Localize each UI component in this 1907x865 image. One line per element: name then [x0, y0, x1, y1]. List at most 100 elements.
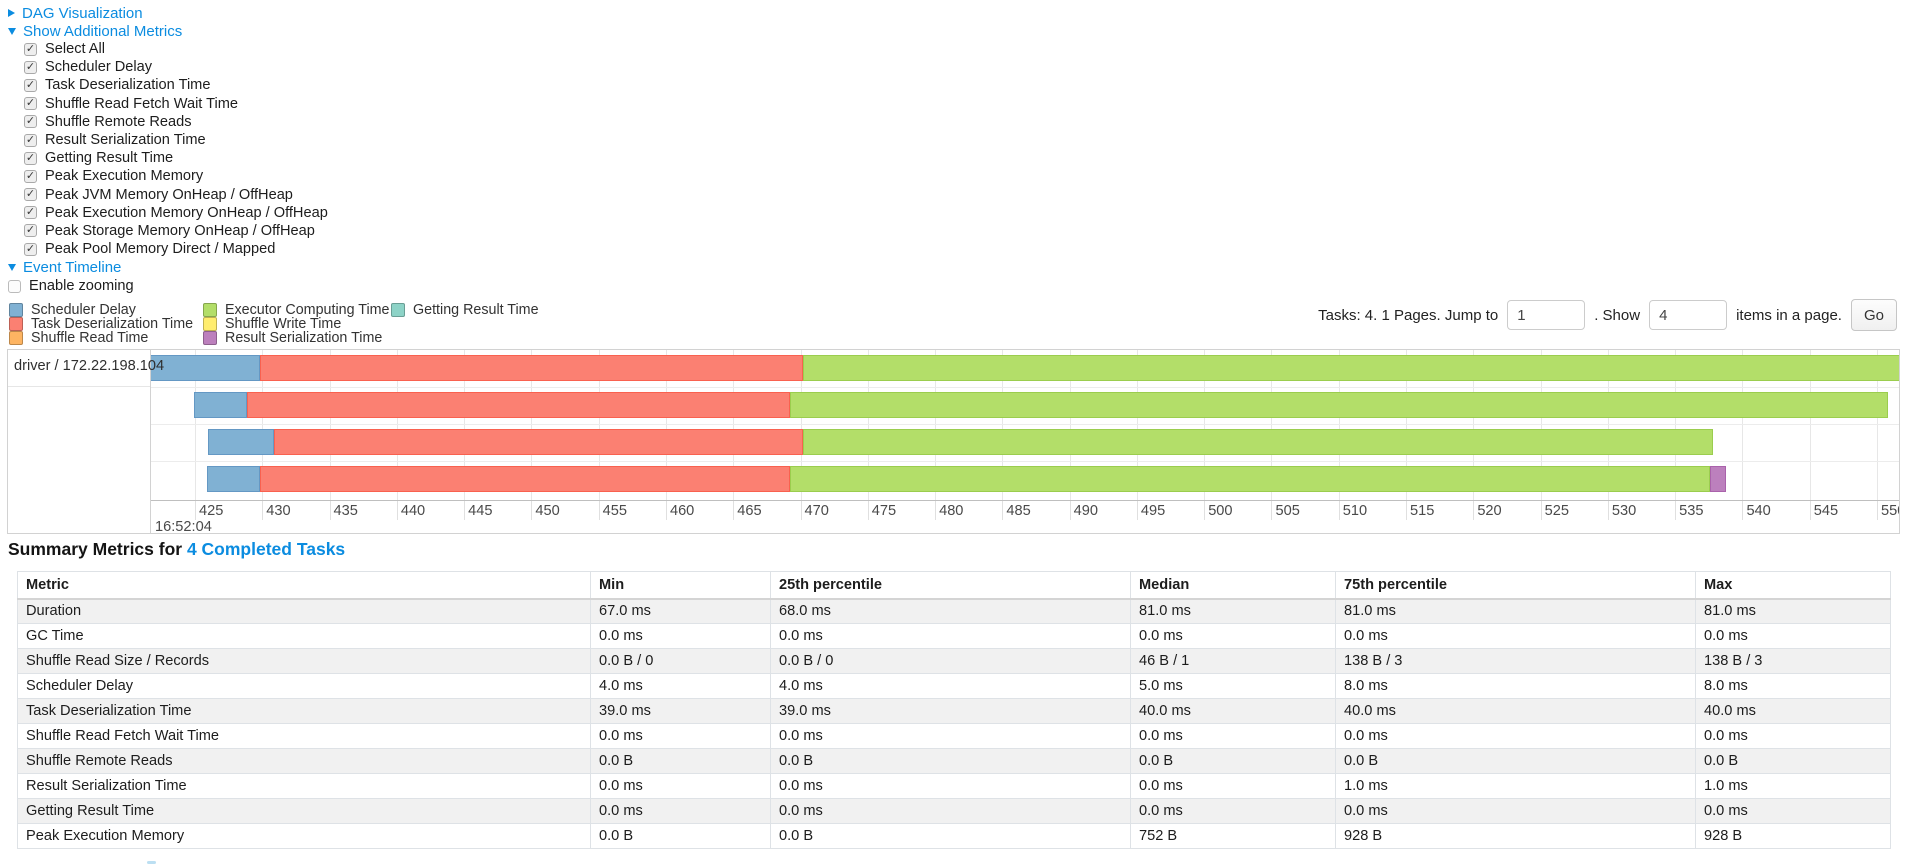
timeline-tick: [665, 500, 667, 520]
metric-checkbox-row: ✓ Task Deserialization Time: [24, 76, 328, 94]
metric-value-cell: 0.0 ms: [1130, 723, 1336, 749]
legend-label: Scheduler Delay: [31, 302, 136, 319]
timeline-tick: [733, 500, 735, 520]
metric-value-cell: 138 B / 3: [1335, 648, 1696, 674]
enable-zooming-checkbox[interactable]: [8, 279, 21, 293]
legend-label: Task Deserialization Time: [31, 316, 194, 333]
table-header-cell: Min: [590, 571, 771, 600]
metric-value-cell: 0.0 ms: [590, 773, 771, 799]
metric-checkbox[interactable]: ✓: [24, 60, 37, 74]
metric-value-cell: 1.0 ms: [1695, 773, 1891, 799]
event-timeline-chart: 425 430 435 440 445 450 455 460 465 470 475 480 485 4…: [7, 349, 1900, 534]
metric-value-cell: 40.0 ms: [1335, 698, 1696, 724]
metric-value-cell: 68.0 ms: [770, 598, 1131, 624]
table-header-cell: 25th percentile: [770, 571, 1131, 600]
metric-checkbox-label: Peak JVM Memory OnHeap / OffHeap: [45, 186, 293, 203]
legend-swatch-icon: [9, 331, 23, 346]
timeline-tick-label: 525: [1544, 503, 1569, 519]
table-row: Getting Result Time 0.0 ms 0.0 ms 0.0 ms 0.0…: [17, 798, 1891, 824]
timeline-gridline: [1877, 350, 1878, 500]
metric-checkbox[interactable]: ✓: [24, 169, 37, 183]
timeline-tick: [1136, 500, 1138, 520]
timeline-gridline: [1675, 350, 1677, 500]
timeline-tick-label: 540: [1746, 503, 1771, 519]
timeline-tick-label: 470: [804, 503, 829, 519]
completed-tasks-link[interactable]: 4 Completed Tasks: [186, 539, 346, 559]
legend-item: Executor Computing Time: [203, 302, 391, 318]
metric-value-cell: 0.0 B / 0: [770, 648, 1131, 674]
timeline-tick: [1204, 500, 1206, 520]
legend-item: Result Serialization Time: [203, 330, 391, 346]
dag-visualization-toggle[interactable]: DAG Visualization: [8, 4, 328, 22]
timeline-gridline: [329, 350, 331, 500]
metric-value-cell: 0.0 ms: [1695, 798, 1891, 824]
metric-value-cell: 0.0 ms: [1695, 623, 1891, 649]
collapsed-arrow-icon: [8, 9, 15, 17]
metric-checkbox[interactable]: ✓: [24, 151, 37, 165]
timeline-tick: [262, 500, 264, 520]
metric-name-cell: Peak Execution Memory: [17, 823, 591, 849]
timeline-tick: [1338, 500, 1340, 520]
metric-value-cell: 0.0 B: [590, 823, 771, 849]
timeline-tick: [396, 500, 398, 520]
metric-checkbox-label: Peak Storage Memory OnHeap / OffHeap: [45, 222, 315, 239]
table-row: Shuffle Remote Reads 0.0 B 0.0 B 0.0 B 0.0 B…: [17, 748, 1891, 774]
timeline-tick-label: 485: [1006, 503, 1031, 519]
metric-value-cell: 0.0 B: [590, 748, 771, 774]
timeline-tick-label: 535: [1679, 503, 1704, 519]
metric-checkbox-row: ✓ Shuffle Remote Reads: [24, 113, 328, 131]
metric-checkbox-label: Peak Execution Memory OnHeap / OffHeap: [45, 204, 328, 221]
timeline-gridline: [867, 350, 869, 500]
timeline-gridline: [262, 350, 264, 500]
show-text: . Show: [1594, 306, 1641, 324]
metric-checkbox[interactable]: ✓: [24, 242, 37, 256]
table-header-cell: 75th percentile: [1335, 571, 1696, 600]
metric-value-cell: 0.0 ms: [770, 623, 1131, 649]
metric-checkbox-row: ✓ Peak Execution Memory OnHeap / OffHeap: [24, 204, 328, 222]
jump-to-page-input[interactable]: [1507, 300, 1586, 330]
go-button[interactable]: Go: [1850, 299, 1897, 331]
timeline-axis-major-label: 16:52:04: [155, 519, 212, 534]
metric-name-cell: Getting Result Time: [17, 798, 591, 824]
timeline-tick-label: 435: [333, 503, 358, 519]
timeline-legend: Scheduler Delay Task Deserialization Time…: [9, 302, 539, 346]
task-segment-executor-computing: [803, 429, 1713, 455]
metric-value-cell: 0.0 B: [1695, 748, 1891, 774]
metric-value-cell: 0.0 ms: [770, 798, 1131, 824]
metric-value-cell: 0.0 ms: [1335, 623, 1696, 649]
metric-checkbox-row: ✓ Getting Result Time: [24, 149, 328, 167]
timeline-tick-label: 545: [1813, 503, 1839, 519]
enable-zooming-label: Enable zooming: [29, 278, 134, 295]
legend-label: Shuffle Write Time: [225, 316, 342, 333]
event-timeline-toggle[interactable]: Event Timeline: [8, 258, 328, 276]
metric-value-cell: 0.0 B: [770, 748, 1131, 774]
timeline-gridline: [195, 350, 196, 500]
metric-value-cell: 0.0 ms: [770, 773, 1131, 799]
metric-checkbox-row: ✓ Peak Pool Memory Direct / Mapped: [24, 240, 328, 258]
metric-checkbox[interactable]: ✓: [24, 206, 37, 220]
metric-value-cell: 0.0 ms: [1335, 723, 1696, 749]
tasks-count-text: Tasks: 4. 1 Pages. Jump to: [1318, 306, 1499, 324]
timeline-gridline: [1473, 350, 1475, 500]
task-segment-scheduler-delay: [208, 429, 275, 455]
timeline-axis-line: [8, 500, 1899, 501]
timeline-row-separator: [151, 387, 1899, 388]
task-segment-result-serialization: [1710, 466, 1727, 492]
timeline-tick-label: 490: [1073, 503, 1098, 519]
metric-checkbox[interactable]: ✓: [24, 42, 37, 56]
timeline-gridline: [733, 350, 735, 500]
table-row: Peak Execution Memory 0.0 B 0.0 B 752 B 928 …: [17, 823, 1891, 849]
legend-item: Task Deserialization Time: [9, 316, 203, 333]
summary-table-body: Duration 67.0 ms 68.0 ms 81.0 ms 81.0 ms 81.0…: [17, 598, 1891, 849]
items-per-page-input[interactable]: [1649, 300, 1728, 330]
show-additional-metrics-toggle[interactable]: Show Additional Metrics: [8, 22, 328, 40]
metric-value-cell: 0.0 ms: [1695, 723, 1891, 749]
metric-checkbox[interactable]: ✓: [24, 115, 37, 129]
metric-checkbox[interactable]: ✓: [24, 133, 37, 147]
metric-checkbox[interactable]: ✓: [24, 78, 37, 92]
metric-checkbox[interactable]: ✓: [24, 188, 37, 202]
metric-checkbox[interactable]: ✓: [24, 224, 37, 238]
partially-visible-element: [147, 861, 156, 864]
metric-checkbox[interactable]: ✓: [24, 97, 37, 111]
metric-checkbox-row: ✓ Peak JVM Memory OnHeap / OffHeap: [24, 186, 328, 204]
